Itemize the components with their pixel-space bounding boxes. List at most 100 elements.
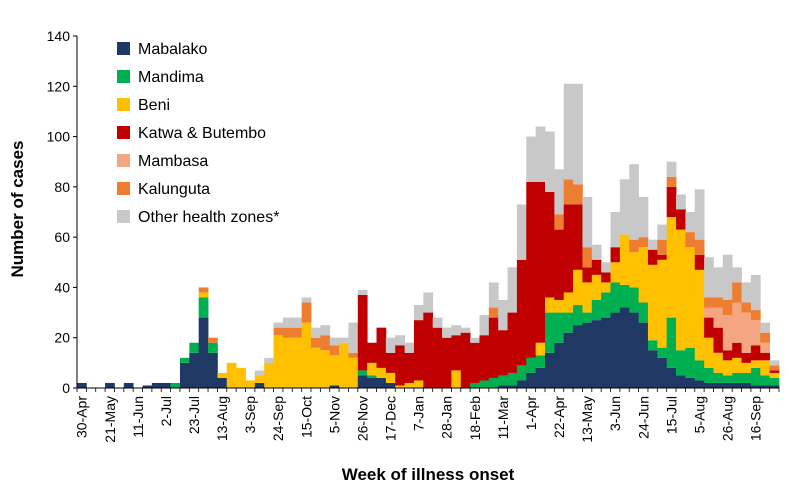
bar-segment-other-health-zones--week-62 — [647, 239, 658, 250]
bar-segment-mandima-week-67 — [694, 360, 705, 381]
bar-segment-katwa-butembo-week-41 — [451, 335, 462, 371]
bar-segment-mabalako-week-10 — [161, 382, 171, 388]
bar-segment-beni-week-35 — [395, 385, 405, 388]
bar-segment-beni-week-30 — [348, 357, 359, 388]
bar-segment-other-health-zones--week-40 — [442, 327, 452, 338]
x-tick-label-23-jul: 23-Jul — [186, 396, 202, 434]
bar-segment-other-health-zones--week-35 — [395, 335, 405, 346]
bar-segment-other-health-zones--week-30 — [348, 322, 359, 353]
bar-segment-kalunguta-week-14 — [198, 287, 209, 293]
bar-segment-mandima-week-69 — [713, 372, 724, 383]
bar-segment-mambasa-week-69 — [713, 307, 724, 328]
bar-segment-beni-week-17 — [226, 362, 237, 388]
bar-segment-mabalako-week-67 — [694, 380, 705, 388]
bar-segment-beni-week-32 — [367, 362, 377, 376]
bar-segment-other-health-zones--week-69 — [713, 267, 724, 298]
bar-segment-mabalako-week-47 — [507, 385, 518, 388]
bar-segment-katwa-butembo-week-34 — [385, 352, 396, 373]
bar-segment-mabalako-week-58 — [610, 312, 621, 388]
bar-segment-katwa-butembo-week-50 — [535, 181, 546, 343]
bar-segment-katwa-butembo-week-39 — [432, 327, 443, 388]
bar-segment-mabalako-week-72 — [741, 382, 752, 388]
bar-segment-beni-week-63 — [657, 259, 668, 348]
bar-segment-kalunguta-week-53 — [563, 179, 574, 205]
bar-segment-mabalako-week-56 — [591, 320, 602, 388]
bar-segment-mabalako-week-71 — [732, 382, 742, 388]
bar-segment-beni-week-23 — [282, 337, 293, 388]
x-tick-label-15-oct: 15-Oct — [298, 396, 314, 438]
bar-segment-beni-week-57 — [601, 282, 611, 293]
x-tick-label-18-feb: 18-Feb — [467, 396, 483, 441]
bar-segment-kalunguta-week-74 — [760, 332, 771, 343]
bar-segment-other-health-zones--week-44 — [479, 315, 490, 336]
bar-segment-beni-week-16 — [217, 372, 228, 378]
bar-segment-beni-week-50 — [535, 342, 546, 356]
bar-segment-mandima-week-56 — [591, 300, 602, 321]
bar-segment-other-health-zones--week-64 — [666, 161, 677, 177]
bar-segment-mabalako-week-6 — [123, 382, 134, 388]
bar-segment-beni-week-53 — [563, 292, 574, 313]
bar-segment-other-health-zones--week-70 — [722, 254, 733, 300]
bar-segment-other-health-zones--week-72 — [741, 282, 752, 303]
bar-segment-other-health-zones--week-73 — [750, 274, 761, 311]
bar-segment-beni-week-51 — [545, 297, 555, 313]
x-tick-label-30-apr: 30-Apr — [74, 396, 90, 438]
bar-segment-mabalako-week-75 — [769, 385, 780, 388]
bar-segment-other-health-zones--week-27 — [320, 325, 331, 336]
bar-segment-other-health-zones--week-31 — [357, 289, 368, 295]
bar-segment-other-health-zones--week-25 — [301, 297, 312, 303]
bar-segment-kalunguta-week-72 — [741, 302, 752, 313]
bar-segment-beni-week-28 — [329, 355, 340, 386]
bar-segment-katwa-butembo-week-56 — [591, 259, 602, 275]
bar-segment-other-health-zones--week-50 — [535, 126, 546, 182]
bar-segment-beni-week-65 — [676, 229, 686, 351]
bar-segment-katwa-butembo-week-62 — [647, 249, 658, 265]
bar-segment-other-health-zones--week-22 — [273, 322, 284, 328]
bar-segment-beni-week-14 — [198, 292, 209, 298]
bar-segment-mandima-week-32 — [367, 375, 377, 378]
bar-segment-mambasa-week-70 — [722, 315, 733, 351]
axes-layer: 0 20 40 60 80 100 120 140 30-Apr 21-May 11-Jun 2-Ju… — [47, 28, 780, 443]
bar-segment-kalunguta-week-69 — [713, 297, 724, 308]
bar-segment-beni-week-37 — [413, 380, 424, 388]
bar-segment-katwa-butembo-week-72 — [741, 352, 752, 363]
bar-segment-mandima-week-58 — [610, 282, 621, 313]
bar-segment-beni-week-74 — [760, 360, 771, 376]
y-tick-label-0: 0 — [62, 380, 70, 396]
bar-segment-katwa-butembo-week-33 — [376, 327, 387, 368]
legend-swatch-other-health-zones — [117, 210, 130, 223]
bar-segment-beni-week-68 — [704, 337, 714, 368]
bar-segment-mandima-week-74 — [760, 375, 771, 386]
bar-segment-mandima-week-47 — [507, 372, 518, 386]
bar-segment-other-health-zones--week-51 — [545, 131, 555, 192]
bar-segment-mandima-week-68 — [704, 367, 714, 383]
bar-segment-katwa-butembo-week-74 — [760, 352, 771, 361]
bar-segment-mandima-week-61 — [638, 302, 649, 323]
bar-segment-beni-week-60 — [629, 252, 639, 288]
bar-segment-katwa-butembo-week-35 — [395, 345, 405, 386]
bar-segment-mabalako-week-15 — [208, 352, 218, 388]
bar-segment-katwa-butembo-week-63 — [657, 254, 668, 260]
bar-segment-mandima-week-48 — [516, 365, 527, 381]
bar-segment-mandima-week-53 — [563, 312, 574, 333]
bar-segment-other-health-zones--week-38 — [423, 292, 434, 313]
legend-label-mabalako: Mabalako — [138, 41, 207, 58]
bar-segment-mabalako-week-54 — [573, 325, 583, 388]
legend-label-other-health-zones: Other health zones* — [138, 209, 279, 226]
x-tick-label-11-jun: 11-Jun — [130, 396, 146, 438]
bar-segment-katwa-butembo-week-42 — [460, 332, 471, 388]
bar-segment-mandima-week-14 — [198, 297, 209, 318]
bar-segment-katwa-butembo-week-47 — [507, 312, 518, 373]
bar-segment-katwa-butembo-week-49 — [526, 181, 537, 358]
bar-segment-beni-week-70 — [722, 360, 733, 376]
bar-segment-other-health-zones--week-46 — [498, 300, 508, 331]
bar-segment-other-health-zones--week-39 — [432, 317, 443, 328]
bar-segment-beni-week-20 — [254, 375, 265, 383]
bar-segment-beni-week-66 — [685, 247, 696, 348]
bar-segment-mandima-week-64 — [666, 317, 677, 368]
bar-segment-other-health-zones--week-36 — [404, 342, 415, 353]
bar-segment-other-health-zones--week-59 — [619, 179, 630, 235]
bar-segment-mabalako-week-14 — [198, 317, 209, 388]
bar-segment-beni-week-25 — [301, 322, 312, 388]
bar-segment-mandima-week-51 — [545, 312, 555, 353]
